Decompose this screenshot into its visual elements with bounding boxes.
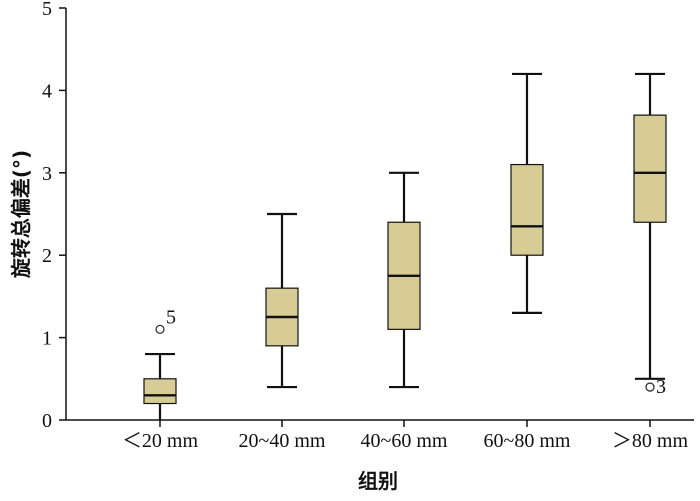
x-axis-title: 组别 <box>358 469 398 493</box>
y-tick-label: 4 <box>42 80 52 102</box>
x-axis-ticks: ＜20 mm 20~40 mm 40~60 mm 60~80 mm ＞80 mm <box>122 420 689 452</box>
x-tick-label: ＜20 mm <box>122 430 199 452</box>
y-tick-label: 5 <box>42 0 52 20</box>
iqr-box <box>510 163 544 256</box>
x-tick-label: ＞80 mm <box>612 430 689 452</box>
outlier-point <box>645 382 655 392</box>
y-axis-title: 旋转总偏差(°) <box>9 150 33 279</box>
boxes-group: 53 <box>143 72 667 420</box>
iqr-box <box>633 114 667 223</box>
box-3 <box>387 171 421 389</box>
y-tick-label: 2 <box>42 245 52 267</box>
x-tick-label: 40~60 mm <box>361 430 448 452</box>
y-axis-ticks: 0 1 2 3 4 5 <box>42 0 66 432</box>
box-1: 5 <box>143 306 177 420</box>
x-tick-label: 60~80 mm <box>484 430 571 452</box>
box-5: 3 <box>633 72 667 398</box>
box-4 <box>510 72 544 314</box>
y-tick-label: 0 <box>42 410 52 432</box>
outlier-label: 5 <box>166 306 176 328</box>
outlier-label: 3 <box>656 376 666 398</box>
y-tick-label: 1 <box>42 328 52 350</box>
x-tick-label: 20~40 mm <box>239 430 326 452</box>
box-2 <box>265 212 299 389</box>
outlier-point <box>155 324 165 335</box>
iqr-box <box>143 378 177 405</box>
y-tick-label: 3 <box>42 163 52 185</box>
